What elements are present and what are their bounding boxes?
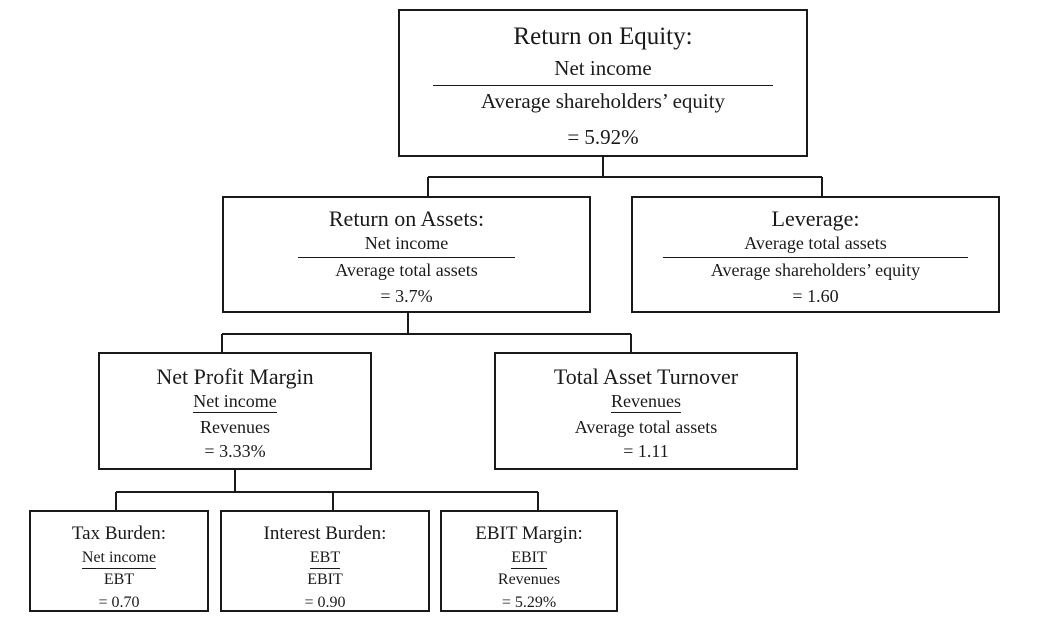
roa-box: Return on Assets: Net income Average tot… (222, 196, 591, 313)
roe-denominator: Average shareholders’ equity (480, 89, 726, 113)
roa-fraction-bar (298, 257, 515, 258)
leverage-denominator: Average shareholders’ equity (710, 260, 921, 280)
roa-value: = 3.7% (380, 286, 433, 306)
roa-title: Return on Assets: (328, 206, 485, 231)
ebit-margin-box: EBIT Margin: EBIT Revenues = 5.29% (440, 510, 618, 612)
tat-title: Total Asset Turnover (553, 364, 739, 389)
tax-denominator: EBT (103, 571, 135, 588)
ebit-value: = 5.29% (501, 594, 557, 611)
tax-value: = 0.70 (98, 594, 140, 611)
ebit-title: EBIT Margin: (475, 523, 583, 544)
npm-value: = 3.33% (204, 441, 266, 461)
interest-denominator: EBIT (307, 571, 343, 588)
roe-value: = 5.92% (567, 125, 639, 149)
interest-value: = 0.90 (304, 594, 346, 611)
leverage-numerator: Average total assets (744, 233, 887, 253)
tat-value: = 1.11 (623, 441, 669, 461)
roe-title: Return on Equity: (513, 23, 693, 50)
roe-numerator: Net income (554, 56, 652, 80)
ebit-numerator: EBIT (511, 548, 547, 569)
leverage-value: = 1.60 (792, 286, 839, 306)
tax-numerator: Net income (81, 548, 157, 569)
leverage-title: Leverage: (771, 206, 860, 231)
ebit-denominator: Revenues (497, 571, 561, 588)
net-profit-margin-box: Net Profit Margin Net income Revenues = … (98, 352, 372, 470)
leverage-fraction-bar (663, 257, 968, 258)
roe-fraction-bar (433, 85, 773, 86)
tat-denominator: Average total assets (574, 417, 718, 437)
npm-title: Net Profit Margin (156, 364, 314, 389)
roe-box: Return on Equity: Net income Average sha… (398, 9, 808, 157)
interest-numerator: EBT (309, 548, 341, 569)
interest-title: Interest Burden: (263, 523, 387, 544)
npm-denominator: Revenues (200, 417, 270, 437)
total-asset-turnover-box: Total Asset Turnover Revenues Average to… (494, 352, 798, 470)
tax-burden-box: Tax Burden: Net income EBT = 0.70 (29, 510, 209, 612)
npm-numerator: Net income (193, 391, 277, 413)
roa-denominator: Average total assets (335, 260, 478, 280)
roa-numerator: Net income (364, 233, 449, 253)
leverage-box: Leverage: Average total assets Average s… (631, 196, 1000, 313)
tat-numerator: Revenues (611, 391, 681, 413)
interest-burden-box: Interest Burden: EBT EBIT = 0.90 (220, 510, 430, 612)
tax-title: Tax Burden: (71, 523, 167, 544)
